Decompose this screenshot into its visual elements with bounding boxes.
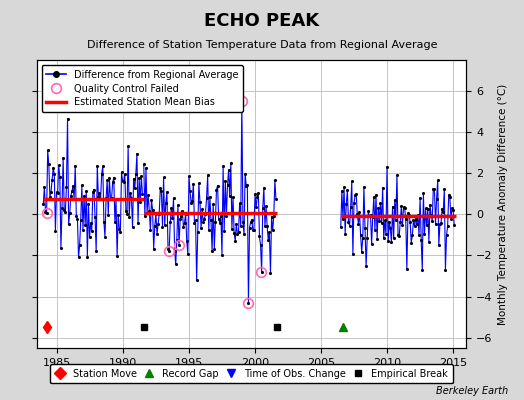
Legend: Station Move, Record Gap, Time of Obs. Change, Empirical Break: Station Move, Record Gap, Time of Obs. C… [50,364,453,384]
Y-axis label: Monthly Temperature Anomaly Difference (°C): Monthly Temperature Anomaly Difference (… [498,83,508,325]
Text: ECHO PEAK: ECHO PEAK [204,12,320,30]
Text: Difference of Station Temperature Data from Regional Average: Difference of Station Temperature Data f… [87,40,437,50]
Text: Berkeley Earth: Berkeley Earth [436,386,508,396]
